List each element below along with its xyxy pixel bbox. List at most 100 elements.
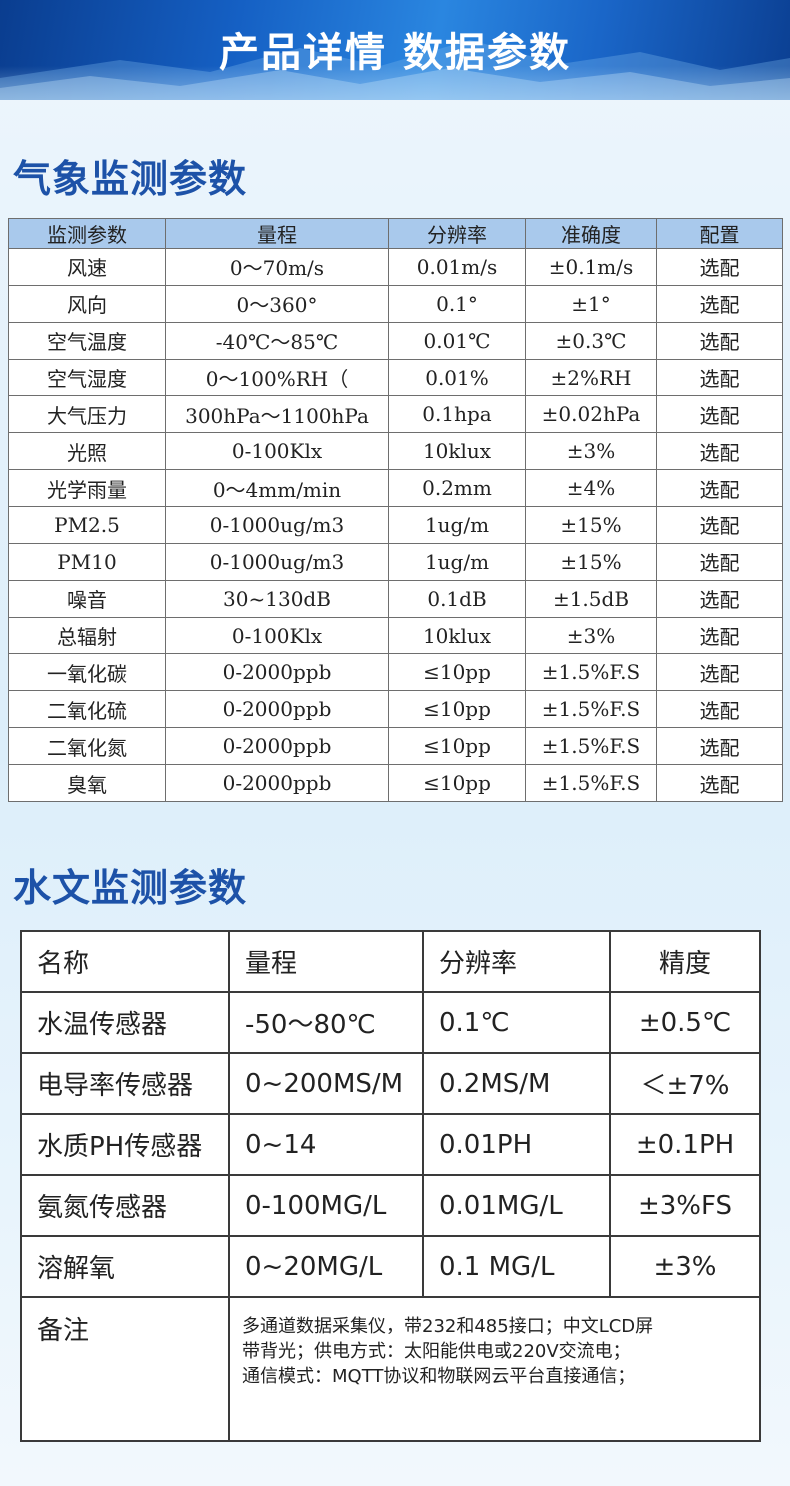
meteo-cell-range: 300hPa～1100hPa [165,395,389,434]
meteo-cell-resolution: 10klux [388,616,526,655]
meteo-cell-config: 选配 [656,579,783,618]
meteo-cell-config: 选配 [656,321,783,360]
hydro-header-resolution: 分辨率 [422,930,611,993]
meteo-header-config: 配置 [656,218,783,249]
note-line: 多通道数据采集仪，带232和485接口；中文LCD屏 [242,1316,654,1337]
hydro-cell-name: 溶解氧 [20,1235,230,1298]
table-row: 空气湿度 0～100%RH（ 0.01% ±2%RH 选配 [8,358,783,397]
meteo-cell-config: 选配 [656,469,783,508]
meteo-cell-range: 0-2000ppb [165,764,389,802]
hydro-cell-name: 水质PH传感器 [20,1113,230,1176]
meteo-cell-range: 0-100Klx [165,616,389,655]
mountain-decoration [0,40,790,100]
meteo-cell-range: 30~130dB [165,579,389,618]
meteo-cell-accuracy: ±1.5%F.S [525,653,657,692]
meteo-cell-param: PM2.5 [8,506,166,544]
meteo-cell-param: 风向 [8,284,166,323]
meteo-cell-resolution: ≤10pp [388,690,526,729]
hydro-cell-name: 电导率传感器 [20,1052,230,1115]
hydro-cell-name: 水温传感器 [20,991,230,1054]
hydro-cell-precision: ±3%FS [609,1174,761,1237]
hydro-cell-precision: ±0.1PH [609,1113,761,1176]
meteo-cell-resolution: 1ug/m [388,506,526,544]
table-row: 氨氮传感器 0-100MG/L 0.01MG/L ±3%FS [20,1174,761,1237]
table-row: 光照 0-100Klx 10klux ±3% 选配 [8,432,783,471]
meteo-cell-resolution: 0.01% [388,358,526,397]
meteo-cell-accuracy: ±0.3℃ [525,321,657,360]
meteo-cell-config: 选配 [656,395,783,434]
meteo-cell-resolution: ≤10pp [388,764,526,802]
meteo-cell-accuracy: ±0.1m/s [525,248,657,286]
meteo-params-table: 监测参数 量程 分辨率 准确度 配置 风速 0～70m/s 0.01m/s ±0.1m… [8,218,783,802]
table-row: 一氧化碳 0-2000ppb ≤10pp ±1.5%F.S 选配 [8,653,783,692]
hydro-cell-name: 氨氮传感器 [20,1174,230,1237]
hydro-header-precision: 精度 [609,930,761,993]
table-row: PM2.5 0-1000ug/m3 1ug/m ±15% 选配 [8,506,783,544]
meteo-cell-param: 一氧化碳 [8,653,166,692]
note-text: 多通道数据采集仪，带232和485接口；中文LCD屏 带背光；供电方式：太阳能供电… [228,1296,761,1442]
meteo-cell-accuracy: ±1.5%F.S [525,690,657,729]
meteo-cell-accuracy: ±1.5%F.S [525,727,657,766]
meteo-cell-param: 二氧化氮 [8,727,166,766]
meteo-cell-range: 0-1000ug/m3 [165,542,389,581]
meteo-cell-param: 大气压力 [8,395,166,434]
meteo-cell-config: 选配 [656,506,783,544]
meteo-cell-config: 选配 [656,616,783,655]
note-line: 带背光；供电方式：太阳能供电或220V交流电； [242,1341,631,1362]
meteo-cell-range: 0-2000ppb [165,690,389,729]
header-banner: 产品详情 数据参数 [0,0,790,100]
table-row: 二氧化硫 0-2000ppb ≤10pp ±1.5%F.S 选配 [8,690,783,729]
table-row: 风向 0～360° 0.1° ±1° 选配 [8,284,783,323]
meteo-cell-param: 光学雨量 [8,469,166,508]
meteo-cell-accuracy: ±15% [525,542,657,581]
meteo-cell-accuracy: ±4% [525,469,657,508]
meteo-cell-resolution: 0.1° [388,284,526,323]
meteo-cell-config: 选配 [656,542,783,581]
hydro-cell-precision: ±3% [609,1235,761,1298]
meteo-cell-config: 选配 [656,653,783,692]
meteo-cell-range: 0～100%RH（ [165,358,389,397]
hydro-cell-range: 0~200MS/M [228,1052,424,1115]
meteo-cell-param: 风速 [8,248,166,286]
meteo-header-row: 监测参数 量程 分辨率 准确度 配置 [8,218,783,249]
hydro-cell-resolution: 0.01PH [422,1113,611,1176]
meteo-cell-config: 选配 [656,690,783,729]
hydro-cell-resolution: 0.1℃ [422,991,611,1054]
table-row: 噪音 30~130dB 0.1dB ±1.5dB 选配 [8,579,783,618]
hydro-cell-range: -50～80℃ [228,991,424,1054]
meteo-cell-range: 0-2000ppb [165,727,389,766]
meteo-cell-resolution: 0.1dB [388,579,526,618]
table-row: 溶解氧 0~20MG/L 0.1 MG/L ±3% [20,1235,761,1298]
table-row: 空气温度 -40℃～85℃ 0.01℃ ±0.3℃ 选配 [8,321,783,360]
hydro-header-row: 名称 量程 分辨率 精度 [20,930,761,993]
table-row: 臭氧 0-2000ppb ≤10pp ±1.5%F.S 选配 [8,764,783,802]
meteo-cell-range: 0～4mm/min [165,469,389,508]
banner-title: 产品详情 数据参数 [219,30,571,76]
hydro-cell-range: 0-100MG/L [228,1174,424,1237]
meteo-cell-accuracy: ±3% [525,616,657,655]
hydro-params-table: 名称 量程 分辨率 精度 水温传感器 -50～80℃ 0.1℃ ±0.5℃ 电导率传感器… [20,930,761,1442]
meteo-cell-accuracy: ±1.5%F.S [525,764,657,802]
meteo-cell-range: 0-2000ppb [165,653,389,692]
meteo-cell-resolution: 0.01m/s [388,248,526,286]
hydro-cell-resolution: 0.01MG/L [422,1174,611,1237]
meteo-cell-resolution: 10klux [388,432,526,471]
meteo-header-param: 监测参数 [8,218,166,249]
meteo-header-resolution: 分辨率 [388,218,526,249]
table-row: 电导率传感器 0~200MS/M 0.2MS/M ＜±7% [20,1052,761,1115]
meteo-cell-param: 臭氧 [8,764,166,802]
meteo-cell-accuracy: ±0.02hPa [525,395,657,434]
table-row: 光学雨量 0～4mm/min 0.2mm ±4% 选配 [8,469,783,508]
meteo-cell-range: 0～70m/s [165,248,389,286]
hydro-section-title: 水文监测参数 [13,866,248,910]
meteo-cell-range: -40℃～85℃ [165,321,389,360]
note-line: 通信模式：MQTT协议和物联网云平台直接通信； [242,1366,636,1387]
meteo-cell-accuracy: ±1° [525,284,657,323]
meteo-cell-param: 空气温度 [8,321,166,360]
meteo-cell-param: 光照 [8,432,166,471]
table-row: 二氧化氮 0-2000ppb ≤10pp ±1.5%F.S 选配 [8,727,783,766]
meteo-section-title: 气象监测参数 [13,157,248,201]
hydro-cell-precision: ＜±7% [609,1052,761,1115]
hydro-cell-range: 0~14 [228,1113,424,1176]
hydro-cell-range: 0~20MG/L [228,1235,424,1298]
